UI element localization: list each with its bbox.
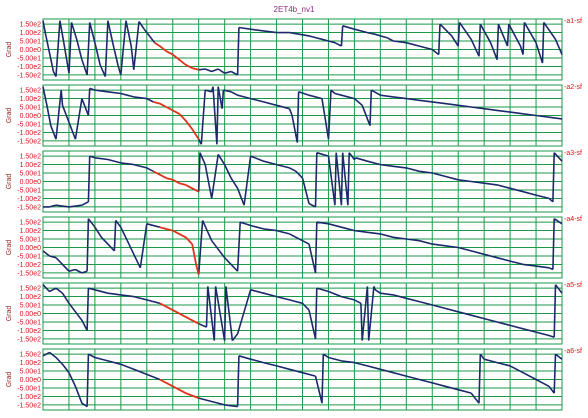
y-tick-label: -1.50e2 <box>17 204 41 211</box>
panel-frame <box>42 18 563 81</box>
y-tick-label: 0.00e0 <box>20 311 42 318</box>
y-tick-label: 1.50e2 <box>20 286 42 293</box>
y-tick-label: 0.00e0 <box>20 179 42 186</box>
panel-frame <box>42 150 563 213</box>
panel-frame <box>42 84 563 147</box>
trace-highlight <box>159 378 200 399</box>
trace-highlight <box>159 226 200 275</box>
y-axis-label: Grad <box>6 372 13 388</box>
y-tick-label: -5.00e1 <box>17 55 41 62</box>
y-tick-label: 1.00e2 <box>20 96 42 103</box>
channel-label: -a4-sf <box>564 216 582 223</box>
trace-line <box>42 86 563 145</box>
trace-line <box>42 284 563 342</box>
trace-highlight <box>152 170 200 193</box>
y-tick-label: 1.00e2 <box>20 294 42 301</box>
y-tick-label: -5.00e1 <box>17 385 41 392</box>
y-tick-label: 0.00e0 <box>20 113 42 120</box>
y-axis-label: Grad <box>6 174 13 190</box>
y-tick-label: 0.00e0 <box>20 245 42 252</box>
y-tick-label: 1.00e2 <box>20 30 42 37</box>
y-tick-label: -5.00e1 <box>17 253 41 260</box>
trace-line <box>42 351 563 408</box>
y-tick-label: 1.50e2 <box>20 154 42 161</box>
y-tick-label: 1.50e2 <box>20 22 42 29</box>
y-axis-label: Grad <box>6 108 13 124</box>
panels-group: 1.50e21.00e25.00e10.00e0-5.00e1-1.00e2-1… <box>6 18 582 411</box>
y-axis-label: Grad <box>6 42 13 58</box>
y-axis-label: Grad <box>6 240 13 256</box>
panel-frame <box>42 282 563 345</box>
y-tick-label: -1.00e2 <box>17 262 41 269</box>
y-tick-label: 0.00e0 <box>20 377 42 384</box>
y-tick-label: 5.00e1 <box>20 39 42 46</box>
channel-label: -a6-sf <box>564 348 582 355</box>
y-tick-label: 1.00e2 <box>20 228 42 235</box>
y-tick-label: 1.00e2 <box>20 360 42 367</box>
y-axis-label: Grad <box>6 306 13 322</box>
trace-line <box>43 151 563 208</box>
y-tick-label: -5.00e1 <box>17 319 41 326</box>
channel-label: -a5-sf <box>564 282 582 289</box>
channel-label: -a1-sf <box>564 18 582 25</box>
y-tick-label: 1.50e2 <box>20 352 42 359</box>
y-tick-label: -1.50e2 <box>17 138 41 145</box>
y-tick-label: -1.50e2 <box>17 72 41 79</box>
chart-title: 2ET4b_nv1 <box>274 5 315 14</box>
y-tick-label: 1.50e2 <box>20 220 42 227</box>
y-tick-label: 5.00e1 <box>20 303 42 310</box>
y-tick-label: -1.00e2 <box>17 328 41 335</box>
y-tick-label: 1.50e2 <box>20 88 42 95</box>
y-tick-label: -1.00e2 <box>17 196 41 203</box>
channel-label: -a3-sf <box>564 150 582 157</box>
y-tick-label: -1.00e2 <box>17 394 41 401</box>
panel-frame <box>42 348 563 411</box>
y-tick-label: 0.00e0 <box>20 47 42 54</box>
y-tick-label: 5.00e1 <box>20 237 42 244</box>
y-tick-label: 5.00e1 <box>20 105 42 112</box>
channel-label: -a2-sf <box>564 84 582 91</box>
y-tick-label: 5.00e1 <box>20 171 42 178</box>
trace-line <box>42 20 563 77</box>
panel-frame <box>42 216 563 279</box>
y-tick-label: -1.50e2 <box>17 336 41 343</box>
trace-highlight <box>153 101 200 140</box>
trace-highlight <box>154 41 199 71</box>
y-tick-label: 5.00e1 <box>20 369 42 376</box>
y-tick-label: -1.00e2 <box>17 64 41 71</box>
y-tick-label: -5.00e1 <box>17 187 41 194</box>
trace-highlight <box>159 302 200 325</box>
y-tick-label: -1.50e2 <box>17 270 41 277</box>
y-tick-label: 1.00e2 <box>20 162 42 169</box>
y-tick-label: -1.50e2 <box>17 402 41 409</box>
trace-line <box>42 218 563 275</box>
y-tick-label: -1.00e2 <box>17 130 41 137</box>
y-tick-label: -5.00e1 <box>17 121 41 128</box>
